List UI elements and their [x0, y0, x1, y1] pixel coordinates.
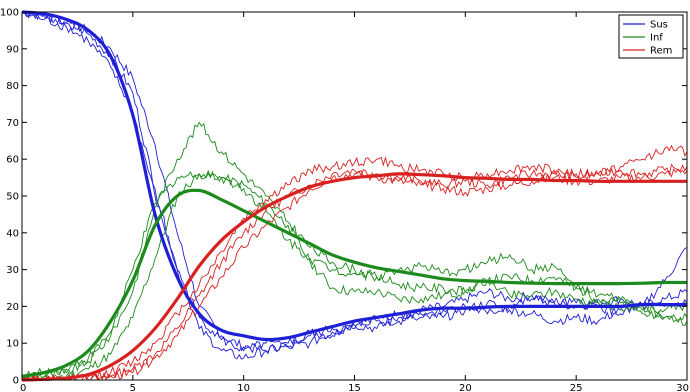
y-tick-label: 10	[6, 339, 19, 350]
x-tick-label: 10	[237, 383, 250, 392]
series-line-rem-run-7	[21, 144, 688, 381]
x-tick-label: 15	[348, 383, 361, 392]
x-tick-label: 25	[570, 383, 583, 392]
y-tick-label: 60	[6, 155, 19, 166]
x-tick-label: 0	[20, 383, 26, 392]
legend-label-rem: Rem	[650, 46, 672, 57]
series-line-inf-run-6	[21, 169, 688, 381]
legend-label-inf: Inf	[650, 33, 663, 44]
legend: Sus Inf Rem	[618, 14, 684, 59]
y-tick-label: 30	[6, 265, 19, 276]
series-line-sus-mean	[21, 10, 687, 342]
y-tick-label: 40	[6, 228, 19, 239]
y-tick-label: 80	[6, 81, 19, 92]
x-tick-label: 30	[676, 383, 689, 392]
means-layer	[21, 10, 688, 382]
series-line-inf-mean	[21, 188, 688, 378]
legend-label-sus: Sus	[650, 20, 668, 31]
series-line-rem-mean	[21, 172, 687, 382]
y-tick-label: 70	[6, 118, 19, 129]
y-tick-label: 0	[13, 376, 19, 387]
series-line-inf-run-4	[22, 121, 688, 381]
y-tick-label: 100	[0, 8, 19, 19]
y-tick-label: 90	[6, 44, 19, 55]
axes-layer: 0 10 20 30 40 50 60 70 80 90 100 0 5 10 15 20 25 30	[0, 8, 689, 392]
series-line-sus-run-1	[22, 11, 688, 360]
x-tick-label: 5	[130, 383, 136, 392]
series-line-rem-run-8	[21, 163, 688, 381]
y-tick-label: 50	[6, 192, 19, 203]
y-tick-label: 20	[6, 302, 19, 313]
x-tick-label: 20	[459, 383, 472, 392]
